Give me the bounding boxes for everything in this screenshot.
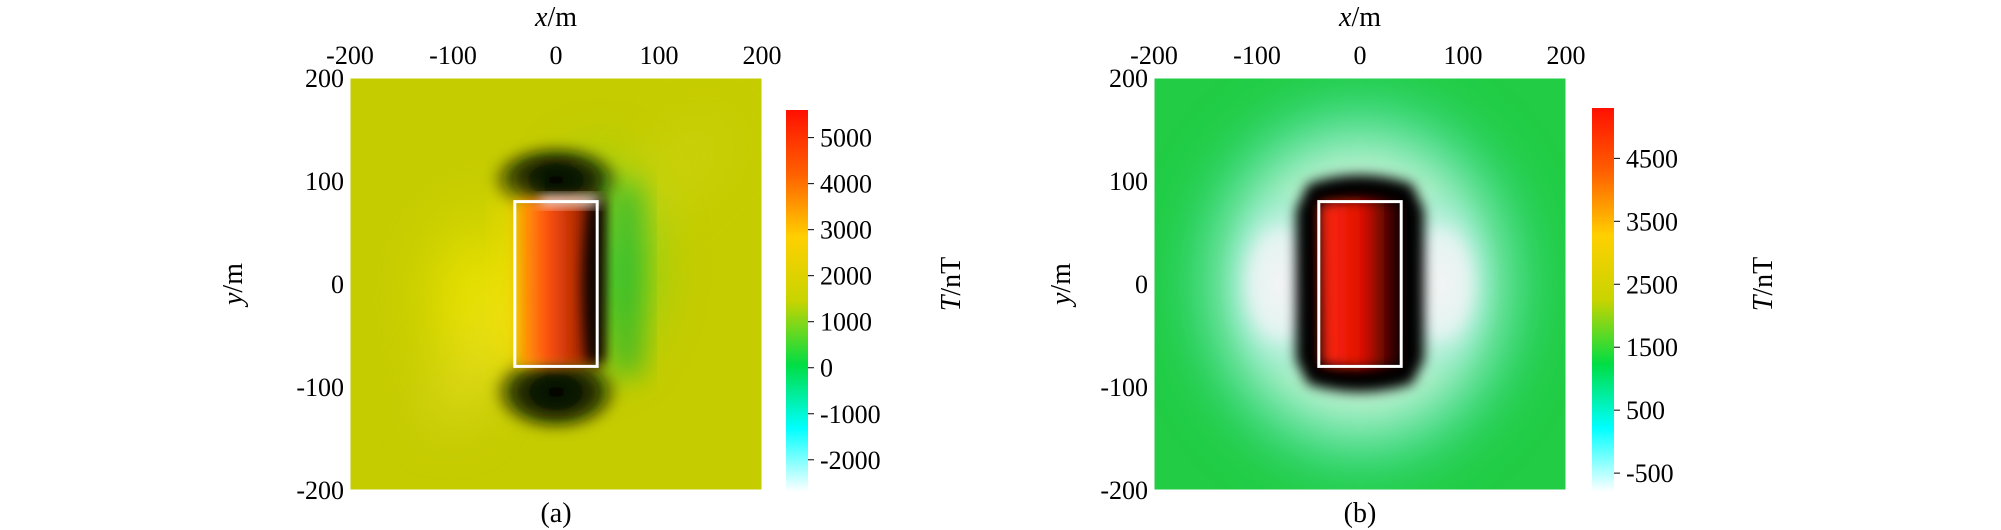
colorbar-a-ticks: 5000 4000 3000 2000 1000 0 -1000 -2000 [808,124,881,475]
colorbar-tick-label-b-3: 1500 [1626,333,1678,362]
colorbar-a-label: T/nT [936,257,967,311]
colorbar-a [786,110,808,492]
high-anomaly-b [1320,200,1404,368]
colorbar-tick-label-b-0: 4500 [1626,144,1678,173]
heatmap-b [1154,78,1566,490]
y-tick-label-b-3: 100 [1109,167,1148,196]
colorbar-tick-label-b-1: 3500 [1626,207,1678,236]
colorbar-tick-label-a-6: -1000 [820,400,881,429]
x-tick-label-b-2: 0 [1354,41,1367,70]
body-outline-a [513,200,599,368]
colorbar-tick-label-b-5: -500 [1626,459,1674,488]
colorbar-b [1592,108,1614,492]
y-tick-label-a-4: 200 [305,64,344,93]
y-tick-label-a-2: 0 [331,270,344,299]
x-tick-label-a-4: 200 [743,41,782,70]
x-ticks-b: -200 -100 0 100 200 [1130,41,1585,70]
colorbar-tick-label-a-7: -2000 [820,446,881,475]
y-tick-label-b-4: 200 [1109,64,1148,93]
colorbar-tick-label-a-5: 0 [820,354,833,383]
colorbar-tick-label-a-1: 4000 [820,170,872,199]
y-axis-label-a: y/m [218,263,249,308]
y-ticks-b: -200 -100 0 100 200 [1100,64,1148,505]
colorbar-tick-label-a-4: 1000 [820,308,872,337]
colorbar-b-label: T/nT [1748,257,1779,311]
x-tick-label-b-1: -100 [1233,41,1281,70]
colorbar-tick-label-a-2: 3000 [820,216,872,245]
caption-a: (a) [540,498,571,529]
x-tick-label-a-0: -200 [326,41,374,70]
y-tick-label-b-1: -100 [1100,373,1148,402]
y-axis-label-b: y/m [1046,263,1077,308]
y-ticks-a: -200 -100 0 100 200 [296,64,344,505]
colorbar-tick-label-b-4: 500 [1626,396,1665,425]
y-tick-label-a-1: -100 [296,373,344,402]
heatmap-b-frame [1153,77,1567,491]
high-anomaly-a [516,196,604,366]
x-axis-label-a: x/m [534,2,577,33]
y-tick-label-a-3: 100 [305,167,344,196]
x-tick-label-a-2: 0 [550,41,563,70]
colorbar-tick-label-b-2: 2500 [1626,270,1678,299]
x-tick-label-a-3: 100 [640,41,679,70]
caption-b: (b) [1344,498,1377,529]
x-tick-label-b-3: 100 [1444,41,1483,70]
x-ticks-a: -200 -100 0 100 200 [326,41,781,70]
colorbar-tick-label-a-3: 2000 [820,262,872,291]
low-lobe-south-a [492,352,620,432]
colorbar-tick-label-a-0: 5000 [820,124,872,153]
y-tick-label-b-2: 0 [1135,270,1148,299]
x-axis-label-b: x/m [1338,2,1381,33]
colorbar-b-ticks: 4500 3500 2500 1500 500 -500 [1614,144,1678,488]
heatmap-a-frame [349,77,763,491]
y-tick-label-a-0: -200 [296,476,344,505]
x-tick-label-b-4: 200 [1547,41,1586,70]
x-tick-label-a-1: -100 [429,41,477,70]
y-tick-label-b-0: -200 [1100,476,1148,505]
body-outline-b [1317,200,1403,368]
heatmap-a [350,78,762,490]
x-tick-label-b-0: -200 [1130,41,1178,70]
